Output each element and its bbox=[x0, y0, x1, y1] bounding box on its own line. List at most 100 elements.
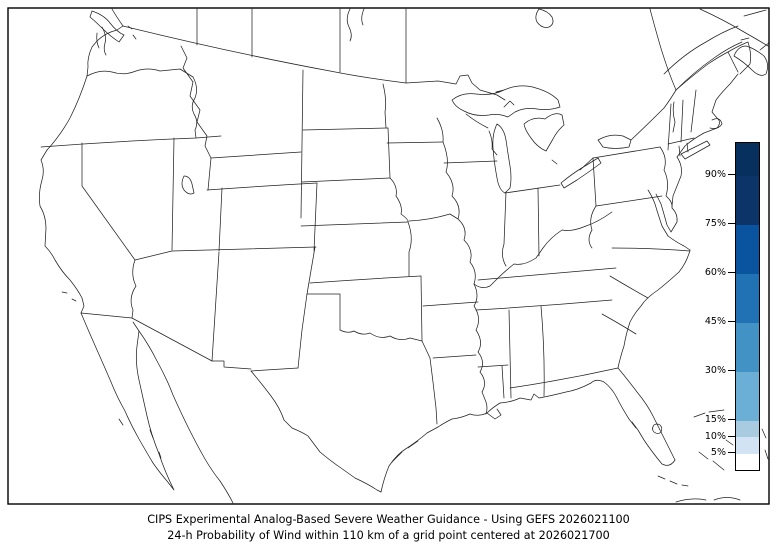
oregon-coast bbox=[46, 75, 88, 151]
lake-michigan bbox=[488, 123, 512, 194]
southeast-borders bbox=[475, 247, 691, 399]
colorbar-tick-mark bbox=[728, 223, 735, 225]
snake-river-border bbox=[191, 76, 198, 139]
vancouver-island bbox=[89, 10, 137, 43]
florida-west-coast bbox=[616, 397, 676, 466]
colorbar-segment bbox=[736, 420, 759, 438]
red-river-north-border bbox=[382, 83, 387, 129]
maine-newhampshire-border bbox=[690, 89, 697, 133]
missouri-river-border bbox=[389, 177, 409, 223]
cuba-coast bbox=[675, 497, 741, 503]
nevada-utah-border bbox=[171, 137, 175, 251]
lake-okeechobee bbox=[652, 423, 663, 434]
lake-champlain bbox=[672, 101, 676, 133]
canada-borders bbox=[89, 8, 769, 101]
texas-gulf-coast bbox=[380, 426, 439, 493]
arizona-newmexico-border bbox=[211, 251, 220, 362]
midwest-borders bbox=[436, 113, 613, 415]
idaho-montana-border bbox=[180, 45, 212, 159]
lake-nipigon bbox=[535, 8, 554, 28]
cape-cod bbox=[709, 118, 723, 129]
colorbar-segment bbox=[736, 224, 759, 274]
plains-state-borders bbox=[250, 83, 479, 425]
colorbar-segment bbox=[736, 273, 759, 323]
florida-panhandle-coast bbox=[499, 379, 618, 404]
newmexico-texas-border bbox=[297, 246, 316, 369]
california-coast bbox=[38, 149, 85, 314]
pearl-river-border bbox=[501, 365, 505, 399]
colorbar-tick-mark bbox=[728, 272, 735, 274]
new-brunswick bbox=[727, 41, 752, 75]
colorbar-tick-mark bbox=[728, 419, 735, 421]
stlawrence-ontario-outlet bbox=[630, 89, 677, 141]
line-104w bbox=[300, 69, 304, 219]
westvirginia-border bbox=[588, 205, 597, 249]
long-island bbox=[680, 140, 711, 160]
oklahoma-arkansas-border bbox=[420, 275, 423, 342]
illinois-indiana-border bbox=[502, 191, 507, 267]
michigan-south-border bbox=[504, 184, 561, 194]
great-lakes bbox=[451, 85, 632, 194]
colorbar-segment bbox=[736, 175, 759, 225]
great-salt-lake bbox=[181, 175, 195, 195]
maine-quebec-border bbox=[675, 51, 739, 91]
florida-east-coast bbox=[617, 367, 676, 461]
newjersey-coast bbox=[671, 156, 682, 207]
delaware-river-border bbox=[659, 146, 673, 209]
midatlantic-borders bbox=[579, 89, 697, 249]
wisconsin-illinois-border bbox=[443, 160, 498, 164]
missouri-arkansas-border bbox=[422, 301, 479, 307]
mississippi-alabama-border bbox=[508, 309, 512, 399]
colorbar-tick-label: 30% bbox=[704, 365, 726, 377]
st-lawrence-river bbox=[663, 25, 743, 91]
wisconsin-michigan-border bbox=[465, 113, 489, 129]
montana-wyoming-border bbox=[210, 151, 302, 159]
lake-erie bbox=[560, 157, 602, 189]
rio-grande bbox=[250, 370, 382, 493]
florida-georgia-border bbox=[509, 367, 619, 389]
mississippi-delta bbox=[486, 408, 502, 420]
lake-winnipeg bbox=[346, 8, 365, 42]
louisiana-31n-border bbox=[477, 364, 509, 368]
nevada-arizona-border bbox=[134, 250, 173, 261]
northcarolina-southcarolina-border bbox=[609, 275, 649, 299]
colorbar-tick-mark bbox=[728, 174, 735, 176]
minnesota-iowa-border bbox=[386, 141, 444, 144]
figure-title-block: CIPS Experimental Analog-Based Severe We… bbox=[0, 512, 777, 543]
pennsylvania-borders bbox=[592, 146, 663, 207]
colorbar-tick-label: 15% bbox=[704, 414, 726, 426]
arizona-mexico-border bbox=[131, 317, 213, 362]
louisiana-arkansas-border bbox=[432, 354, 477, 359]
newmexico-mexico-border bbox=[211, 360, 252, 370]
nebraska-kansas-border bbox=[300, 221, 409, 227]
tennessee-south-border bbox=[475, 299, 613, 311]
idaho-wyoming-border bbox=[207, 157, 212, 191]
figure-title-line2: 24-h Probability of Wind within 110 km o… bbox=[167, 528, 610, 542]
probability-colorbar bbox=[735, 142, 760, 471]
oklahoma-north-border bbox=[309, 275, 422, 284]
california-nevada-border bbox=[81, 142, 136, 261]
columbia-river-border bbox=[86, 68, 194, 78]
colorbar-tick-mark bbox=[728, 321, 735, 323]
colorbar-tick-label: 60% bbox=[704, 267, 726, 279]
baja-california bbox=[80, 312, 175, 491]
colorbar-segments bbox=[736, 143, 759, 470]
gulf-atlantic-coast bbox=[380, 73, 769, 503]
newengland-coast bbox=[676, 73, 739, 158]
lake-huron bbox=[523, 113, 565, 152]
bahamas-islands bbox=[693, 409, 769, 471]
line-41n bbox=[206, 182, 318, 191]
newyork-newengland-border bbox=[667, 103, 672, 151]
virginia-northcarolina-border bbox=[611, 247, 691, 252]
western-state-borders bbox=[40, 45, 318, 362]
colorbar-tick-mark bbox=[728, 452, 735, 454]
colorbar-tick-mark bbox=[728, 435, 735, 437]
upper-mississippi-river bbox=[436, 117, 476, 285]
utah-colorado-border bbox=[218, 187, 223, 252]
southdakota-minnesota-border bbox=[387, 127, 391, 179]
southeast-atlantic-coast bbox=[617, 249, 691, 369]
indiana-ohio-border bbox=[537, 187, 540, 257]
colorbar-segment bbox=[736, 371, 759, 421]
gulf-of-california-coast bbox=[138, 330, 234, 504]
barrier-islands bbox=[391, 440, 419, 463]
